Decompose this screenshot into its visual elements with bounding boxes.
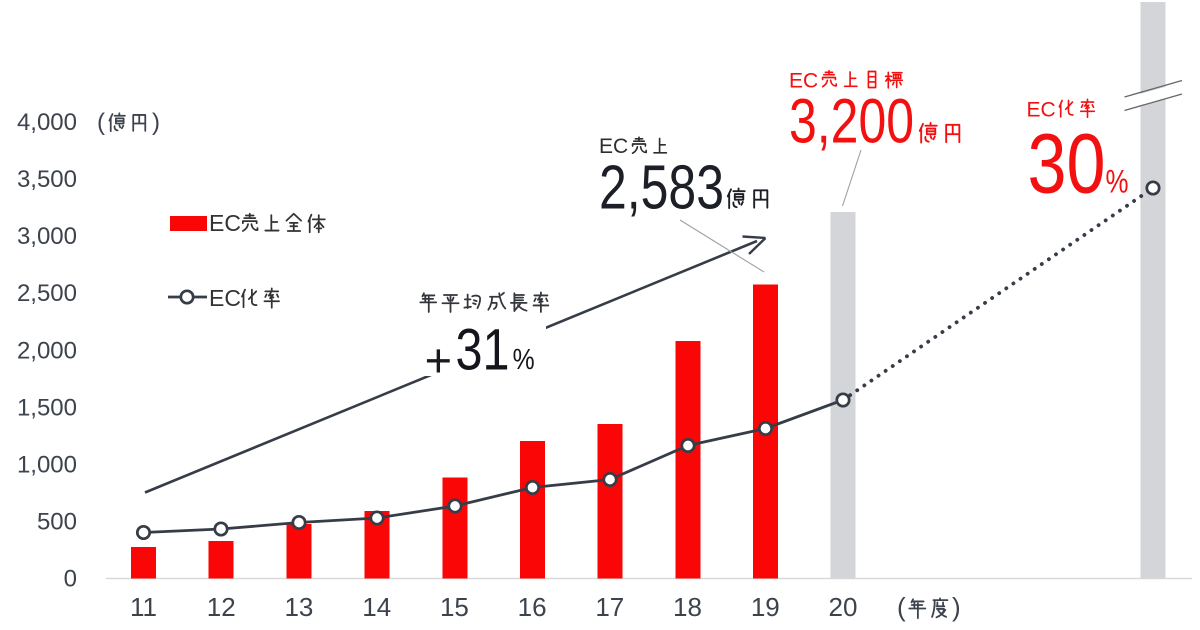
- svg-text:31: 31: [456, 318, 510, 383]
- svg-text:EC: EC: [789, 70, 818, 93]
- svg-text:1,500: 1,500: [17, 394, 77, 421]
- svg-text:500: 500: [37, 508, 77, 535]
- svg-text:30: 30: [1028, 117, 1106, 211]
- svg-text:): ): [952, 592, 961, 622]
- svg-text:+: +: [425, 334, 452, 387]
- svg-text:2,000: 2,000: [17, 337, 77, 364]
- svg-text:2,500: 2,500: [17, 280, 77, 307]
- svg-text:EC: EC: [1027, 99, 1056, 122]
- svg-text:%: %: [513, 344, 535, 376]
- svg-text:%: %: [1106, 164, 1129, 200]
- svg-text:EC: EC: [209, 210, 241, 236]
- svg-text:19: 19: [751, 592, 780, 622]
- svg-text:2,583: 2,583: [599, 154, 724, 223]
- svg-text:4,000: 4,000: [17, 109, 77, 136]
- svg-text:18: 18: [673, 592, 702, 622]
- svg-text:1,000: 1,000: [17, 451, 77, 478]
- svg-text:11: 11: [130, 592, 157, 622]
- svg-text:0: 0: [64, 566, 77, 593]
- svg-text:3,200: 3,200: [789, 87, 914, 157]
- svg-text:12: 12: [207, 592, 236, 622]
- svg-text:): ): [152, 109, 160, 136]
- svg-text:14: 14: [362, 592, 391, 622]
- svg-text:13: 13: [284, 592, 313, 622]
- svg-text:3,500: 3,500: [17, 166, 77, 193]
- svg-text:EC: EC: [599, 135, 628, 158]
- svg-text:EC: EC: [209, 285, 241, 311]
- svg-text:(: (: [897, 592, 906, 622]
- svg-text:16: 16: [518, 592, 547, 622]
- svg-text:(: (: [97, 109, 105, 136]
- svg-text:3,000: 3,000: [17, 223, 77, 250]
- svg-text:15: 15: [440, 592, 469, 622]
- svg-text:17: 17: [595, 592, 624, 622]
- svg-text:20: 20: [829, 592, 858, 622]
